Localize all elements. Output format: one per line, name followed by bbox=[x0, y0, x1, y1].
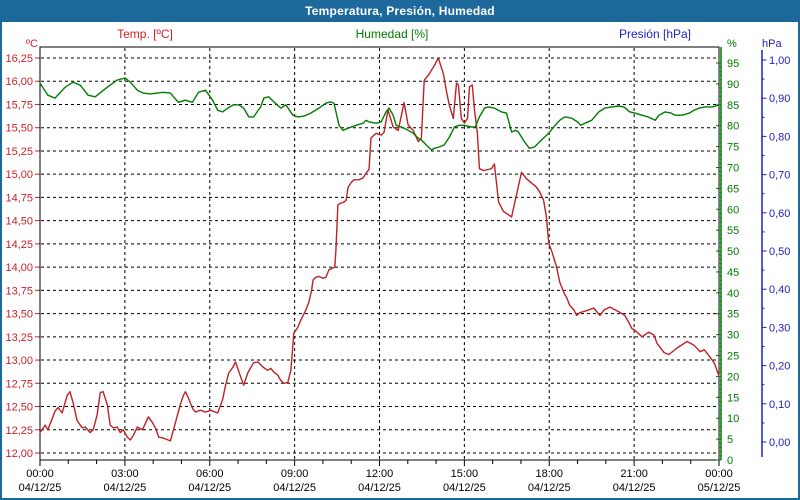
svg-text:06:00: 06:00 bbox=[196, 468, 224, 480]
svg-text:25: 25 bbox=[727, 351, 739, 363]
svg-text:0,80: 0,80 bbox=[769, 131, 790, 143]
svg-text:0,60: 0,60 bbox=[769, 208, 790, 220]
pressure-unit-label: hPa bbox=[762, 38, 782, 50]
svg-text:14,75: 14,75 bbox=[5, 192, 33, 204]
svg-text:00:00: 00:00 bbox=[705, 468, 733, 480]
svg-text:04/12/25: 04/12/25 bbox=[528, 482, 571, 494]
svg-text:15,75: 15,75 bbox=[5, 99, 33, 111]
svg-text:0,50: 0,50 bbox=[769, 246, 790, 258]
title-bar: Temperatura, Presión, Humedad bbox=[0, 0, 800, 22]
svg-text:12,00: 12,00 bbox=[5, 448, 33, 460]
svg-text:00:00: 00:00 bbox=[26, 468, 54, 480]
svg-text:13,25: 13,25 bbox=[5, 332, 33, 344]
svg-text:85: 85 bbox=[727, 100, 739, 112]
svg-text:12,75: 12,75 bbox=[5, 378, 33, 390]
svg-text:04/12/25: 04/12/25 bbox=[273, 482, 316, 494]
svg-text:13,50: 13,50 bbox=[5, 309, 33, 321]
svg-text:5: 5 bbox=[727, 434, 733, 446]
svg-text:04/12/25: 04/12/25 bbox=[443, 482, 486, 494]
svg-text:14,25: 14,25 bbox=[5, 239, 33, 251]
svg-text:03:00: 03:00 bbox=[111, 468, 139, 480]
legend-humidity-label: Humedad [%] bbox=[355, 27, 429, 41]
svg-text:65: 65 bbox=[727, 183, 739, 195]
svg-text:12,50: 12,50 bbox=[5, 402, 33, 414]
svg-text:09:00: 09:00 bbox=[281, 468, 309, 480]
svg-text:0,30: 0,30 bbox=[769, 322, 790, 334]
temp-unit-label: ºC bbox=[26, 38, 38, 50]
svg-text:80: 80 bbox=[727, 121, 739, 133]
svg-text:14,50: 14,50 bbox=[5, 216, 33, 228]
svg-text:15,25: 15,25 bbox=[5, 146, 33, 158]
svg-text:14,00: 14,00 bbox=[5, 262, 33, 274]
legend-pressure-label: Presión [hPa] bbox=[618, 27, 692, 41]
svg-text:40: 40 bbox=[727, 288, 739, 300]
svg-text:04/12/25: 04/12/25 bbox=[358, 482, 401, 494]
humidity-unit-label: % bbox=[727, 38, 737, 50]
svg-text:0,00: 0,00 bbox=[769, 437, 790, 449]
svg-text:04/12/25: 04/12/25 bbox=[613, 482, 656, 494]
legend-temp-label: Temp. [ºC] bbox=[117, 27, 173, 41]
svg-text:13,75: 13,75 bbox=[5, 285, 33, 297]
svg-text:10: 10 bbox=[727, 413, 739, 425]
svg-text:21:00: 21:00 bbox=[620, 468, 648, 480]
svg-text:04/12/25: 04/12/25 bbox=[188, 482, 231, 494]
svg-text:16,25: 16,25 bbox=[5, 53, 33, 65]
svg-text:95: 95 bbox=[727, 58, 739, 70]
svg-text:12:00: 12:00 bbox=[366, 468, 394, 480]
svg-text:20: 20 bbox=[727, 371, 739, 383]
svg-text:0,90: 0,90 bbox=[769, 93, 790, 105]
svg-text:55: 55 bbox=[727, 225, 739, 237]
chart-title: Temperatura, Presión, Humedad bbox=[305, 4, 495, 18]
svg-text:90: 90 bbox=[727, 79, 739, 91]
svg-text:15:00: 15:00 bbox=[451, 468, 479, 480]
svg-text:0: 0 bbox=[727, 455, 733, 467]
svg-text:12,25: 12,25 bbox=[5, 425, 33, 437]
svg-text:13,00: 13,00 bbox=[5, 355, 33, 367]
svg-text:1,00: 1,00 bbox=[769, 55, 790, 67]
svg-text:0,20: 0,20 bbox=[769, 361, 790, 373]
svg-text:04/12/25: 04/12/25 bbox=[103, 482, 146, 494]
svg-text:70: 70 bbox=[727, 162, 739, 174]
svg-text:18:00: 18:00 bbox=[535, 468, 563, 480]
svg-text:15,50: 15,50 bbox=[5, 123, 33, 135]
svg-text:15,00: 15,00 bbox=[5, 169, 33, 181]
svg-text:15: 15 bbox=[727, 392, 739, 404]
svg-text:05/12/25: 05/12/25 bbox=[698, 482, 741, 494]
svg-text:16,00: 16,00 bbox=[5, 76, 33, 88]
svg-text:04/12/25: 04/12/25 bbox=[19, 482, 62, 494]
svg-text:50: 50 bbox=[727, 246, 739, 258]
svg-text:45: 45 bbox=[727, 267, 739, 279]
svg-text:0,70: 0,70 bbox=[769, 170, 790, 182]
svg-text:75: 75 bbox=[727, 142, 739, 154]
svg-text:30: 30 bbox=[727, 330, 739, 342]
svg-text:0,10: 0,10 bbox=[769, 399, 790, 411]
svg-text:35: 35 bbox=[727, 309, 739, 321]
svg-text:0,40: 0,40 bbox=[769, 284, 790, 296]
svg-text:60: 60 bbox=[727, 204, 739, 216]
